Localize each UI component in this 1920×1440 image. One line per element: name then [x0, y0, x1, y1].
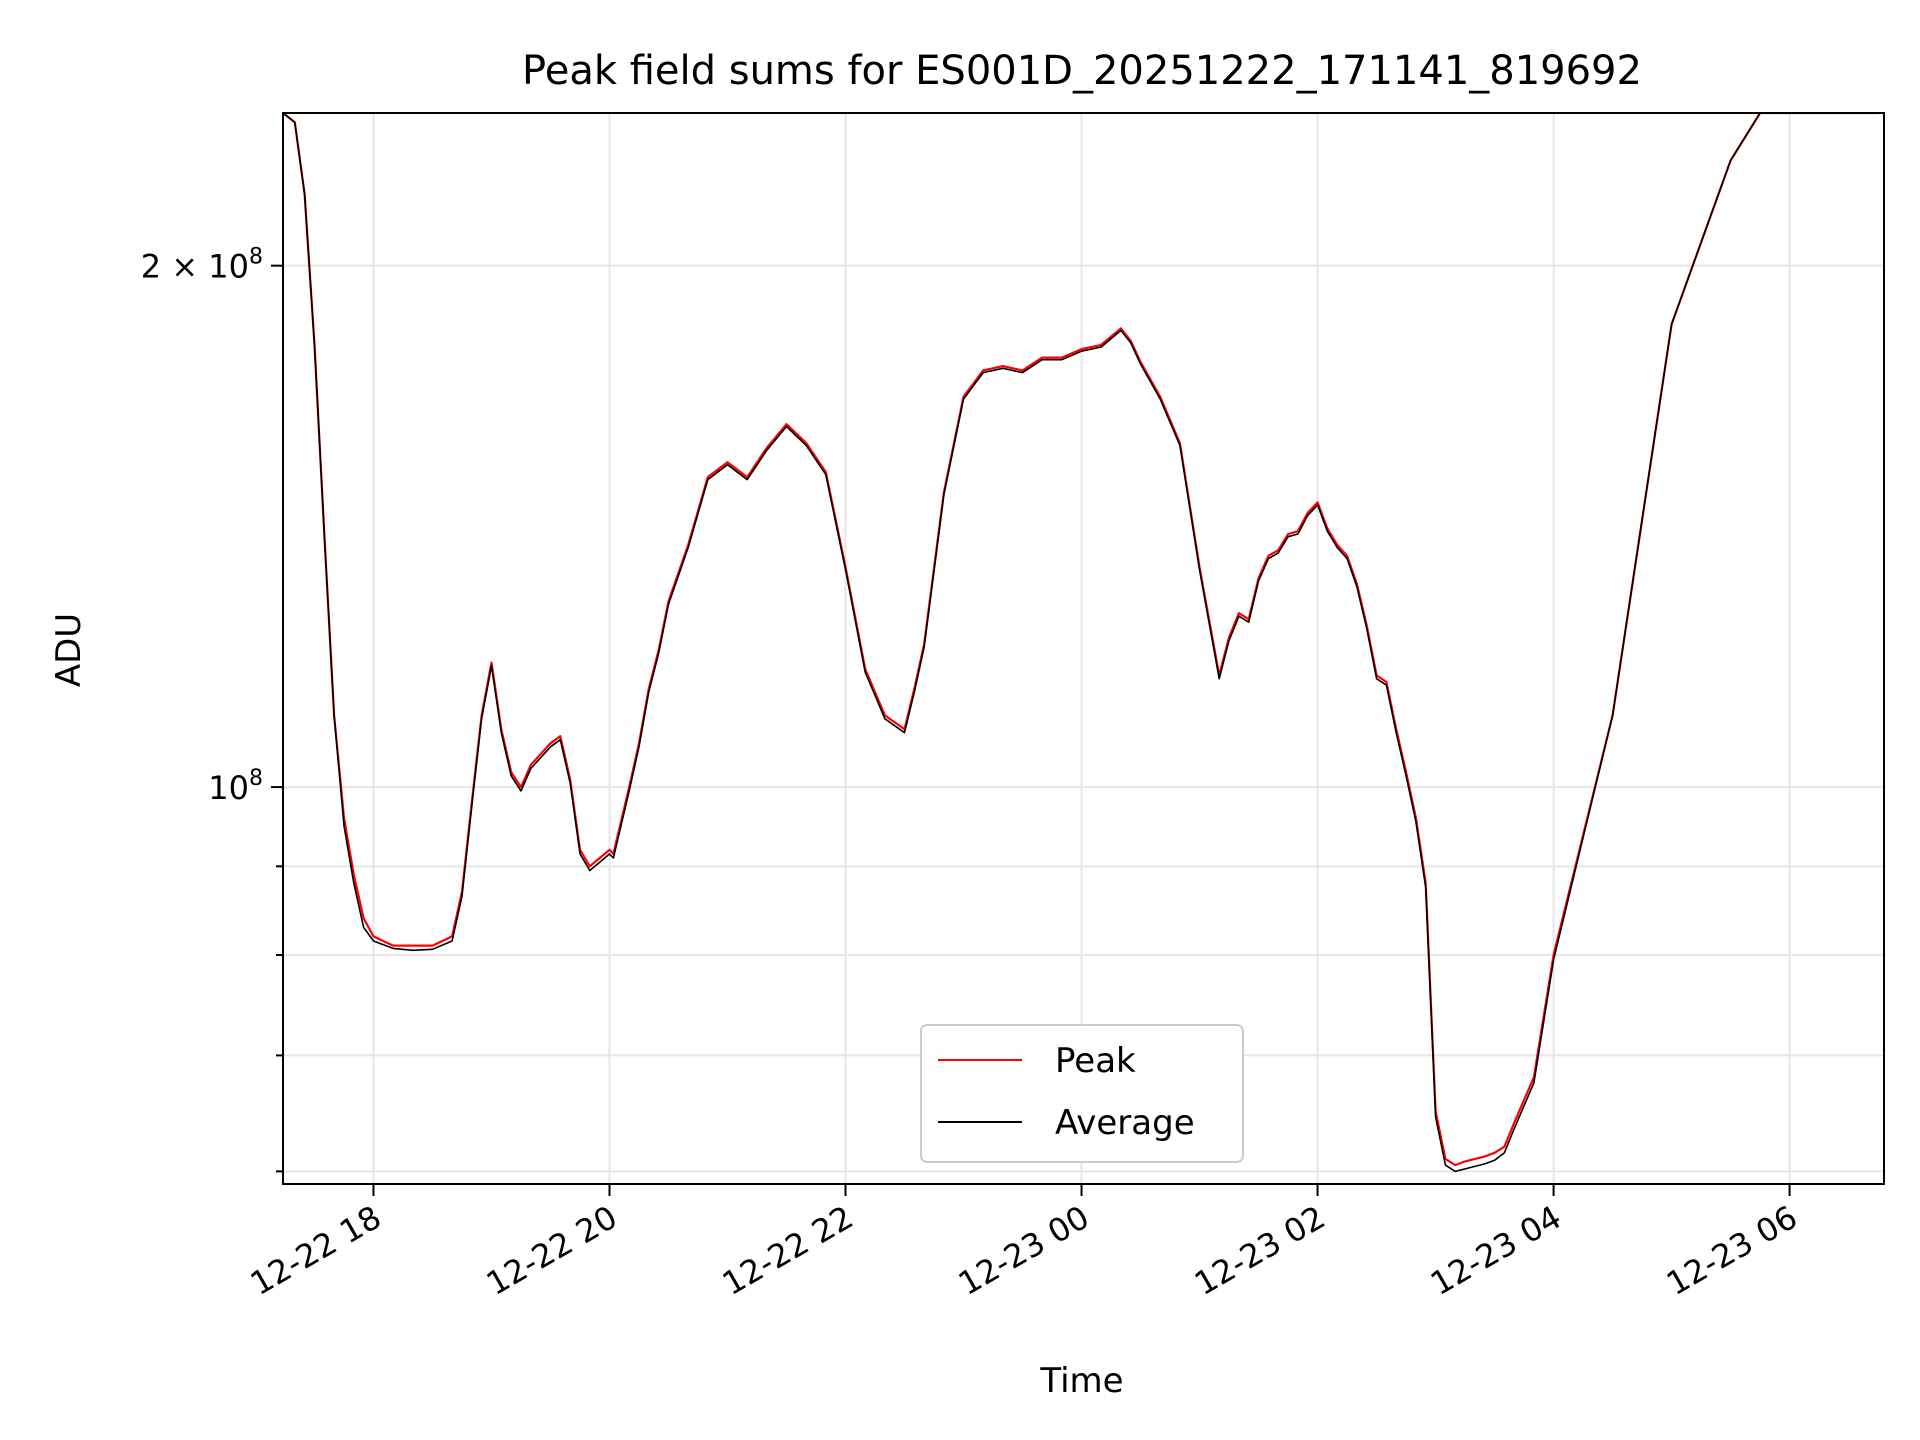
- y-tick-label: 108: [208, 766, 263, 807]
- legend: Peak Average: [920, 1024, 1244, 1163]
- legend-label-peak: Peak: [1055, 1041, 1136, 1081]
- legend-label-average: Average: [1055, 1103, 1195, 1143]
- y-axis-ticks: 108 2 × 108: [141, 245, 283, 1173]
- y-axis-label: ADU: [49, 613, 89, 687]
- series-layer: [283, 113, 1879, 1173]
- x-axis-label: Time: [1039, 1361, 1123, 1401]
- plot-frame: [282, 112, 1885, 1185]
- series-line-average: [283, 113, 1879, 1173]
- y-tick-label: 2 × 108: [141, 245, 263, 286]
- series-line-peak: [283, 113, 1879, 1167]
- chart-title: Peak field sums for ES001D_20251222_1711…: [522, 48, 1642, 94]
